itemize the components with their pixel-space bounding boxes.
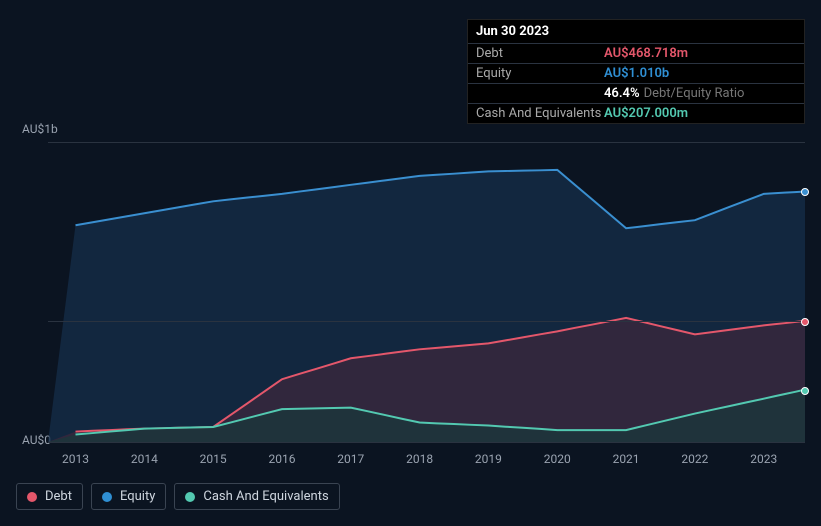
x-axis-label: 2015 [200, 452, 227, 466]
tooltip-date: Jun 30 2023 [468, 20, 804, 44]
legend-label: Debt [45, 489, 72, 504]
y-axis-label-bottom: AU$0 [22, 433, 51, 447]
legend-item[interactable]: Debt [16, 483, 83, 510]
legend: Debt Equity Cash And Equivalents [16, 483, 340, 510]
tooltip-row-value: AU$468.718m [604, 46, 688, 61]
tooltip-row: Cash And EquivalentsAU$207.000m [468, 104, 804, 123]
x-axis-label: 2018 [406, 452, 433, 466]
x-axis-label: 2021 [613, 452, 640, 466]
legend-swatch [185, 492, 195, 502]
series-endpoint [801, 188, 809, 196]
x-axis: 2013 2014 2015 2016 2017 2018 2019 2020 2021 2022… [48, 446, 805, 466]
y-axis-label-top: AU$1b [22, 122, 58, 136]
x-axis-label: 2019 [475, 452, 502, 466]
gridline [48, 321, 805, 322]
tooltip-row-value: AU$207.000m [604, 106, 688, 121]
series-endpoint [801, 387, 809, 395]
tooltip-row-label: Debt [476, 46, 604, 61]
legend-item[interactable]: Cash And Equivalents [174, 483, 339, 510]
x-axis-label: 2013 [62, 452, 89, 466]
tooltip-row-value: 46.4%Debt/Equity Ratio [604, 86, 744, 101]
x-axis-label: 2022 [681, 452, 708, 466]
legend-label: Cash And Equivalents [203, 489, 328, 504]
x-axis-label: 2020 [544, 452, 571, 466]
tooltip-row-label: Cash And Equivalents [476, 106, 604, 121]
tooltip-row-value: AU$1.010b [604, 66, 669, 81]
x-axis-label: 2023 [750, 452, 777, 466]
legend-swatch [27, 492, 37, 502]
chart: AU$1b AU$0 20132014201520162017201820192… [16, 125, 806, 505]
legend-swatch [102, 492, 112, 502]
chart-svg [48, 143, 805, 442]
legend-item[interactable]: Equity [91, 483, 166, 510]
x-axis-label: 2017 [337, 452, 364, 466]
legend-label: Equity [120, 489, 155, 504]
tooltip-row: DebtAU$468.718m [468, 44, 804, 64]
tooltip-row-label [476, 86, 604, 101]
tooltip-row: 46.4%Debt/Equity Ratio [468, 84, 804, 104]
x-axis-label: 2016 [268, 452, 295, 466]
tooltip-row: EquityAU$1.010b [468, 64, 804, 84]
tooltip-row-suffix: Debt/Equity Ratio [644, 86, 745, 101]
tooltip: Jun 30 2023 DebtAU$468.718mEquityAU$1.01… [467, 19, 805, 124]
series-endpoint [801, 318, 809, 326]
x-axis-label: 2014 [131, 452, 158, 466]
tooltip-row-label: Equity [476, 66, 604, 81]
chart-plot-area[interactable] [48, 142, 805, 443]
